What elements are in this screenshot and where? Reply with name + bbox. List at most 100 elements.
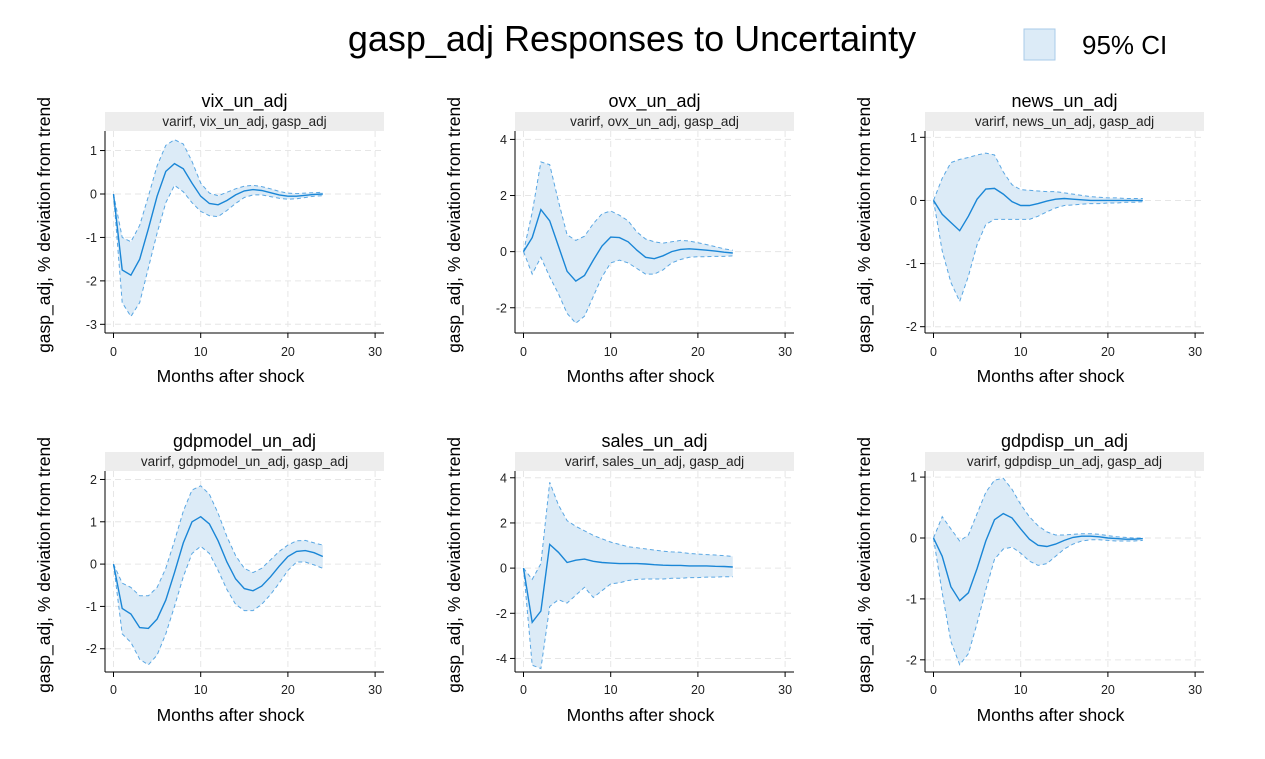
x-axis-label: Months after shock — [567, 705, 715, 725]
y-tick-label: 1 — [90, 515, 97, 529]
y-tick-label: -4 — [496, 652, 507, 666]
x-axis-label: Months after shock — [567, 366, 715, 386]
y-tick-label: 1 — [910, 471, 917, 485]
y-axis-label: gasp_adj, % deviation from trend — [444, 97, 465, 353]
ci-lower-line — [523, 568, 733, 670]
panel-strip — [105, 112, 384, 131]
ci-band — [933, 478, 1143, 665]
panel-title: ovx_un_adj — [608, 91, 700, 112]
ci-band — [523, 482, 733, 669]
x-tick-label: 0 — [930, 345, 937, 359]
x-tick-label: 10 — [1014, 345, 1028, 359]
ci-band — [113, 139, 323, 317]
x-tick-label: 30 — [1188, 683, 1202, 697]
irf-line — [522, 208, 733, 283]
y-tick-label: 0 — [90, 187, 97, 201]
ci-band — [113, 485, 323, 665]
y-tick-label: 1 — [910, 131, 917, 145]
panel-strip — [515, 452, 794, 471]
panel-grid: vix_un_adj varirf, vix_un_adj, gasp_adj -3… — [34, 91, 1204, 725]
x-tick-label: 30 — [778, 683, 792, 697]
ci-upper-line — [523, 161, 733, 252]
ci-lower-line — [933, 200, 1143, 303]
x-tick-label: 10 — [604, 683, 618, 697]
y-tick-label: -2 — [906, 320, 917, 334]
panel-sales_un_adj: sales_un_adj varirf, sales_un_adj, gasp_a… — [444, 431, 794, 725]
x-tick-label: 10 — [1014, 683, 1028, 697]
x-tick-label: 30 — [1188, 345, 1202, 359]
irf-line — [112, 515, 324, 630]
irf-line — [932, 187, 1143, 232]
x-tick-label: 30 — [368, 345, 382, 359]
legend-swatch — [1023, 28, 1056, 61]
ci-lower-line — [933, 537, 1143, 666]
ci-lower-line — [113, 545, 323, 666]
x-axis-label: Months after shock — [977, 366, 1125, 386]
y-axis-label: gasp_adj, % deviation from trend — [444, 437, 465, 693]
y-tick-label: 0 — [500, 562, 507, 576]
x-tick-label: 20 — [691, 345, 705, 359]
x-tick-label: 0 — [520, 345, 527, 359]
panel-title: gdpdisp_un_adj — [1001, 431, 1128, 452]
x-axis-label: Months after shock — [157, 366, 305, 386]
irf-line — [112, 162, 323, 277]
panel-strip-label: varirf, ovx_un_adj, gasp_adj — [570, 114, 739, 129]
x-tick-label: 20 — [691, 683, 705, 697]
x-tick-label: 10 — [194, 345, 208, 359]
x-tick-label: 30 — [778, 345, 792, 359]
figure-title: gasp_adj Responses to Uncertainty — [348, 18, 916, 59]
y-tick-label: 1 — [90, 144, 97, 158]
y-tick-label: 2 — [90, 473, 97, 487]
panel-title: news_un_adj — [1011, 91, 1117, 112]
ci-upper-line — [933, 152, 1143, 201]
y-axis-label: gasp_adj, % deviation from trend — [854, 97, 875, 353]
y-tick-label: -1 — [86, 231, 97, 245]
y-tick-label: -3 — [86, 318, 97, 332]
ci-band — [933, 153, 1143, 302]
panel-strip — [925, 452, 1204, 471]
y-tick-label: -2 — [86, 642, 97, 656]
y-tick-label: -2 — [906, 653, 917, 667]
panel-strip-label: varirf, gdpdisp_un_adj, gasp_adj — [967, 454, 1162, 469]
y-tick-label: 0 — [910, 532, 917, 546]
panel-ovx_un_adj: ovx_un_adj varirf, ovx_un_adj, gasp_adj -2… — [444, 91, 794, 386]
x-axis-label: Months after shock — [977, 705, 1125, 725]
irf-line — [522, 542, 733, 625]
x-axis-label: Months after shock — [157, 705, 305, 725]
y-axis-label: gasp_adj, % deviation from trend — [34, 437, 55, 693]
panel-title: gdpmodel_un_adj — [173, 431, 316, 452]
x-tick-label: 0 — [520, 683, 527, 697]
panel-vix_un_adj: vix_un_adj varirf, vix_un_adj, gasp_adj -3… — [34, 91, 384, 386]
legend-label: 95% CI — [1082, 30, 1167, 60]
ci-lower-line — [113, 184, 323, 318]
y-tick-label: -1 — [906, 592, 917, 606]
panel-strip-label: varirf, news_un_adj, gasp_adj — [975, 114, 1154, 129]
panel-strip-label: varirf, gdpmodel_un_adj, gasp_adj — [141, 454, 348, 469]
y-tick-label: 4 — [500, 471, 507, 485]
y-tick-label: 2 — [500, 189, 507, 203]
y-tick-label: 0 — [910, 194, 917, 208]
x-tick-label: 20 — [281, 683, 295, 697]
y-tick-label: -2 — [496, 301, 507, 315]
panel-strip-label: varirf, sales_un_adj, gasp_adj — [565, 454, 744, 469]
panel-title: vix_un_adj — [201, 91, 287, 112]
panel-strip — [105, 452, 384, 471]
x-tick-label: 20 — [1101, 345, 1115, 359]
y-tick-label: -2 — [496, 607, 507, 621]
x-tick-label: 30 — [368, 683, 382, 697]
ci-upper-line — [933, 477, 1143, 542]
x-tick-label: 0 — [930, 683, 937, 697]
x-tick-label: 0 — [110, 683, 117, 697]
x-tick-label: 10 — [194, 683, 208, 697]
y-tick-label: 0 — [90, 558, 97, 572]
y-tick-label: 4 — [500, 133, 507, 147]
y-tick-label: -1 — [906, 257, 917, 271]
x-tick-label: 0 — [110, 345, 117, 359]
irf-line — [932, 512, 1143, 602]
y-axis-label: gasp_adj, % deviation from trend — [34, 97, 55, 353]
x-tick-label: 10 — [604, 345, 618, 359]
y-tick-label: -1 — [86, 600, 97, 614]
panel-strip — [515, 112, 794, 131]
panel-gdpdisp_un_adj: gdpdisp_un_adj varirf, gdpdisp_un_adj, ga… — [854, 431, 1204, 725]
